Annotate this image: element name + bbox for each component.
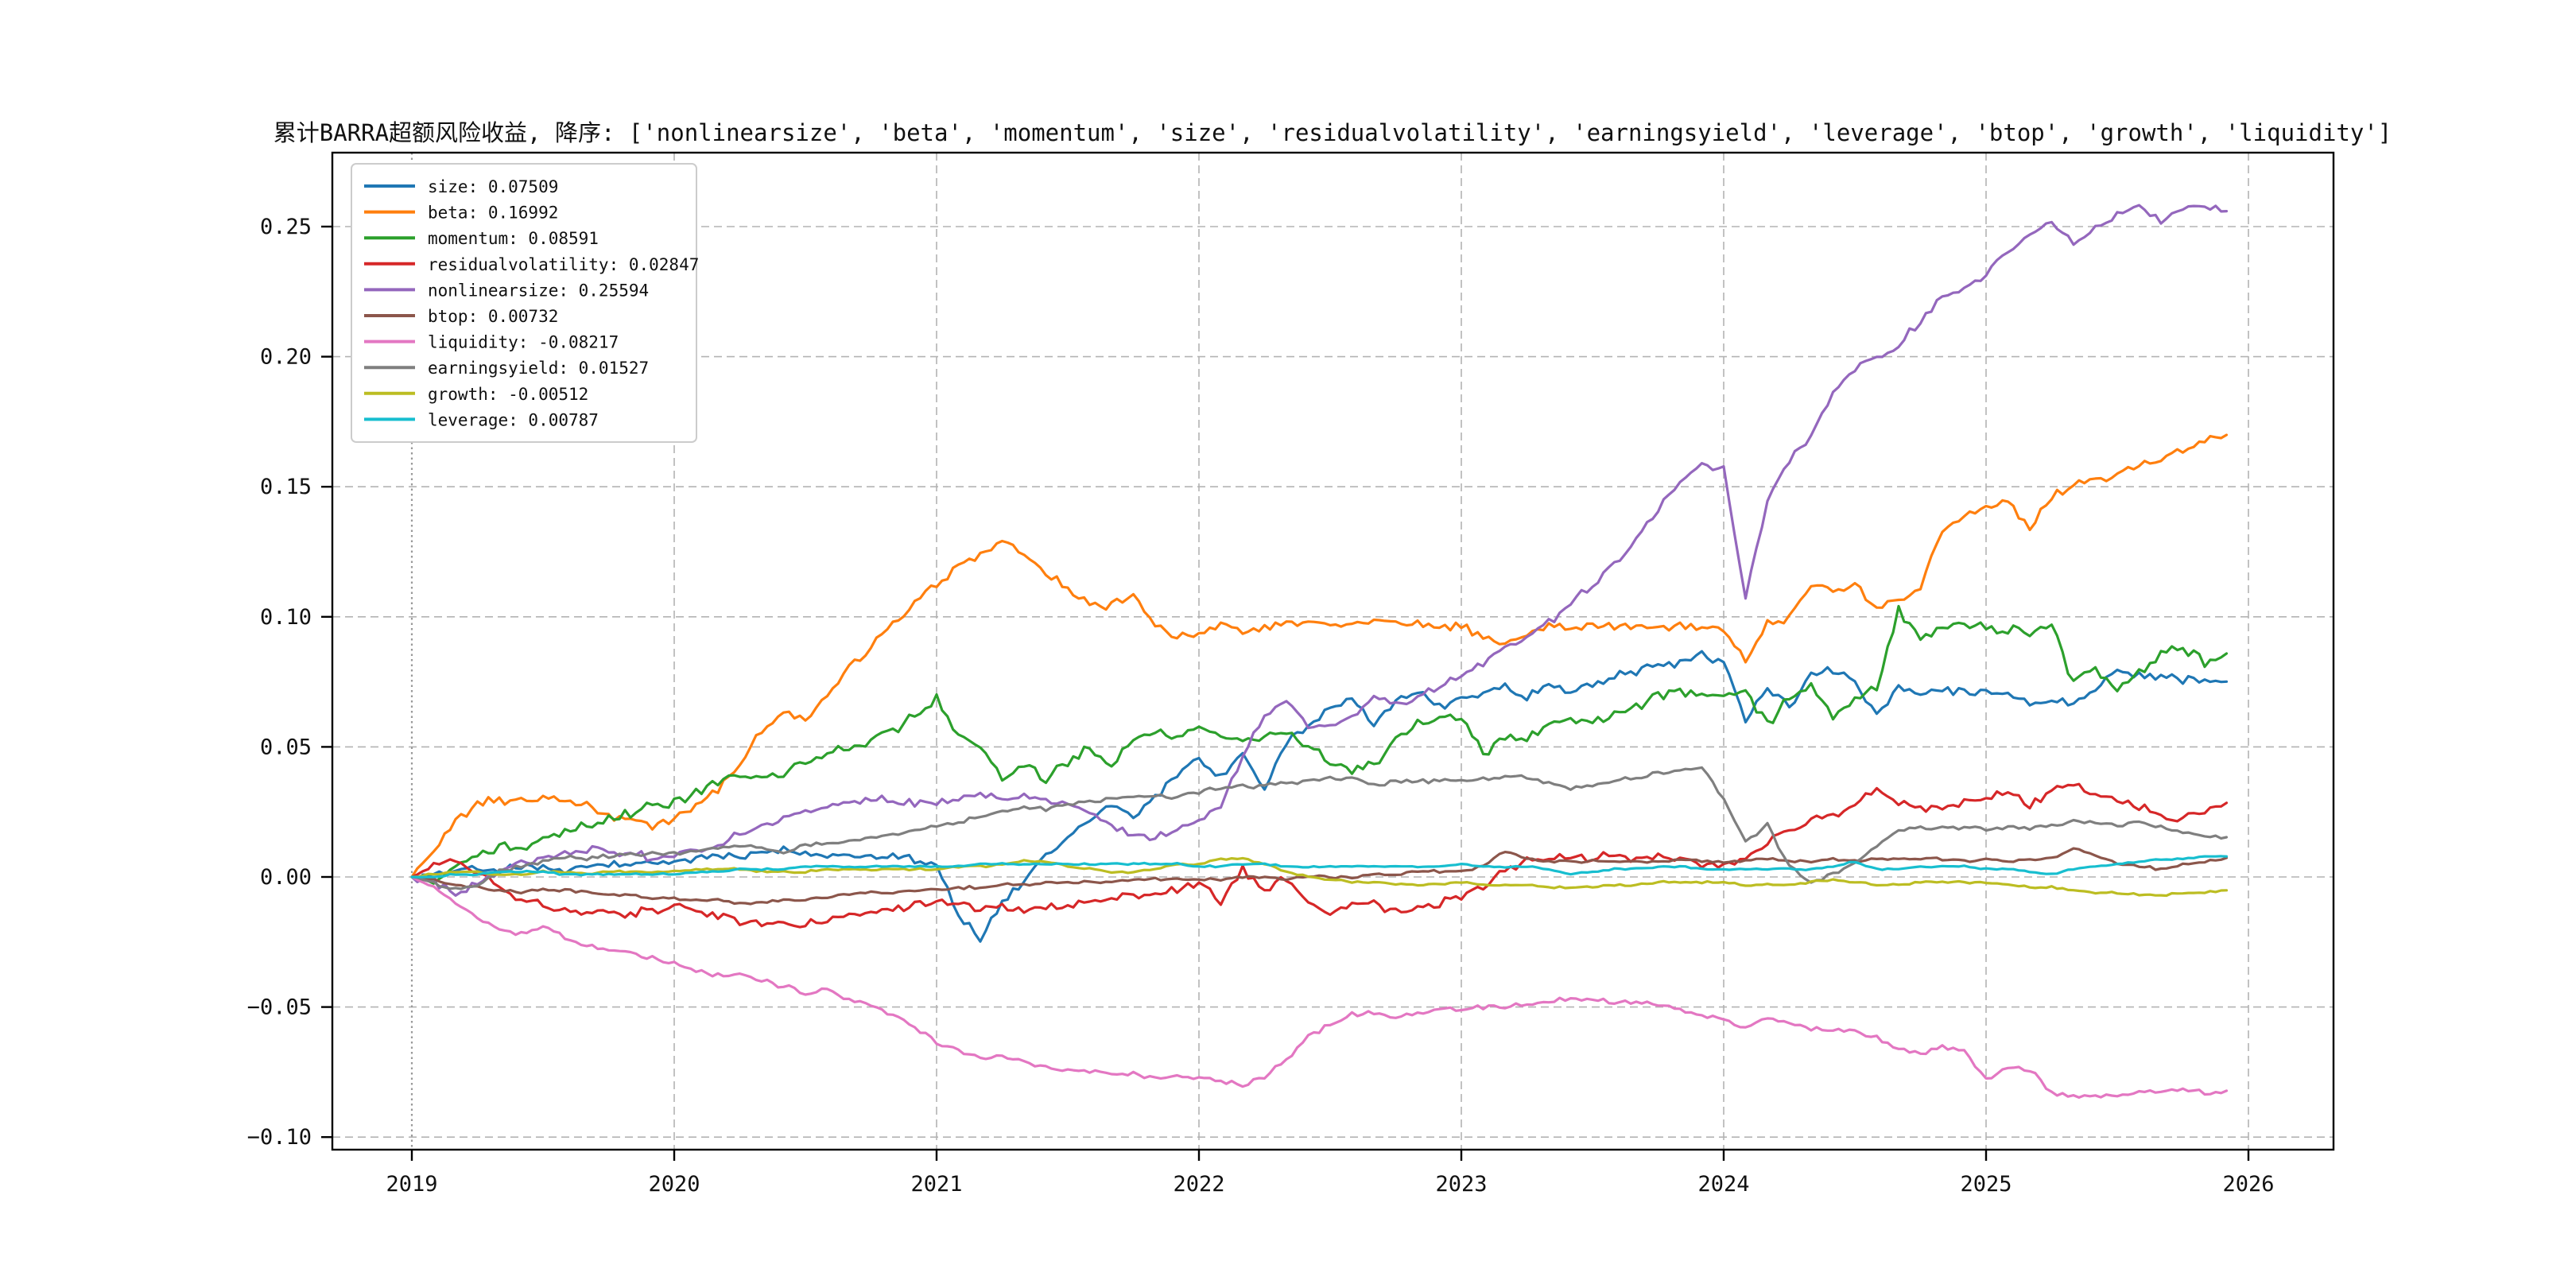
- legend-label: residualvolatility: 0.02847: [428, 255, 699, 274]
- legend-item-residualvolatility: residualvolatility: 0.02847: [364, 255, 699, 274]
- legend-item-beta: beta: 0.16992: [364, 204, 558, 223]
- legend-label: nonlinearsize: 0.25594: [428, 281, 649, 300]
- x-tick-label: 2024: [1697, 1172, 1749, 1197]
- legend-item-size: size: 0.07509: [364, 177, 558, 196]
- x-tick-label: 2022: [1173, 1172, 1224, 1197]
- legend-item-earningsyield: earningsyield: 0.01527: [364, 359, 649, 378]
- plot-border: [331, 151, 2335, 1151]
- legend-label: momentum: 0.08591: [428, 229, 599, 248]
- y-tick-label: 0.20: [260, 345, 312, 370]
- legend-item-momentum: momentum: 0.08591: [364, 229, 599, 248]
- legend-item-growth: growth: -0.00512: [364, 385, 588, 404]
- series-line-size: [410, 650, 2229, 943]
- series-line-liquidity: [410, 875, 2229, 1100]
- chart-title: 累计BARRA超额风险收益, 降序: ['nonlinearsize', 'be…: [273, 119, 2392, 146]
- legend: size: 0.07509 beta: 0.16992 momentum: 0.08…: [351, 163, 699, 443]
- y-tick-label: 0.00: [260, 865, 312, 890]
- legend-label: leverage: 0.00787: [428, 410, 599, 429]
- x-tick-label: 2026: [2222, 1172, 2274, 1197]
- legend-item-leverage: leverage: 0.00787: [364, 410, 599, 429]
- x-tick-label: 2019: [386, 1172, 437, 1197]
- legend-label: earningsyield: 0.01527: [428, 359, 649, 378]
- legend-label: btop: 0.00732: [428, 307, 558, 326]
- y-tick-label: −0.10: [247, 1125, 312, 1150]
- x-tick-label: 2025: [1960, 1172, 2012, 1197]
- axes: 0.25 0.20 0.15 0.10 0.05 0.00 −0.05 −0.10 2019 20…: [247, 215, 2275, 1197]
- x-tick-label: 2020: [648, 1172, 700, 1197]
- series-line-earningsyield: [410, 766, 2229, 890]
- series-line-beta: [410, 433, 2229, 879]
- legend-label: beta: 0.16992: [428, 204, 558, 223]
- y-tick-label: 0.05: [260, 735, 312, 759]
- x-tick-label: 2021: [910, 1172, 962, 1197]
- y-tick-label: 0.25: [260, 215, 312, 239]
- legend-item-liquidity: liquidity: -0.08217: [364, 333, 619, 352]
- legend-item-btop: btop: 0.00732: [364, 307, 558, 326]
- legend-box: [351, 163, 697, 443]
- legend-label: growth: -0.00512: [428, 385, 588, 404]
- series-line-leverage: [410, 855, 2229, 879]
- series-line-btop: [410, 847, 2229, 906]
- y-tick-label: 0.15: [260, 475, 312, 499]
- legend-item-nonlinearsize: nonlinearsize: 0.25594: [364, 281, 649, 300]
- series-lines: [410, 204, 2229, 1100]
- legend-label: size: 0.07509: [428, 177, 558, 196]
- y-tick-label: 0.10: [260, 605, 312, 630]
- series-line-growth: [410, 856, 2229, 898]
- series-line-momentum: [410, 604, 2229, 885]
- y-tick-label: −0.05: [247, 995, 312, 1020]
- legend-label: liquidity: -0.08217: [428, 333, 619, 352]
- x-tick-label: 2023: [1435, 1172, 1487, 1197]
- series-line-residualvolatility: [410, 782, 2229, 929]
